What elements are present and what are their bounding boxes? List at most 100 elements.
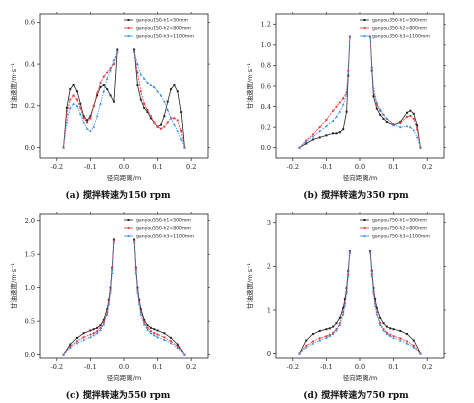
data-point <box>92 328 95 331</box>
data-point <box>416 128 419 131</box>
data-point <box>385 121 388 123</box>
y-tick-label: 0.0 <box>25 351 35 359</box>
data-point <box>136 290 139 294</box>
data-point <box>95 331 99 335</box>
data-point <box>146 108 149 112</box>
data-point <box>112 58 116 61</box>
series-line-left <box>299 36 351 148</box>
data-point <box>375 306 378 309</box>
legend-marker <box>127 219 130 221</box>
data-point <box>419 352 422 355</box>
y-axis-label: 甘油速度/m·s⁻¹ <box>245 63 254 109</box>
data-point <box>298 352 301 355</box>
data-point <box>146 326 149 329</box>
data-point <box>379 113 382 116</box>
data-point <box>85 121 89 124</box>
data-point <box>139 313 143 316</box>
data-point <box>318 129 321 133</box>
data-point <box>82 121 85 124</box>
data-point <box>311 342 315 345</box>
data-point <box>139 73 143 76</box>
data-point <box>75 104 79 107</box>
data-point <box>102 75 105 78</box>
data-point <box>75 90 78 93</box>
data-point <box>318 339 321 342</box>
data-point <box>385 332 389 335</box>
data-point <box>89 129 92 132</box>
data-point <box>419 146 422 149</box>
legend-marker <box>363 226 366 230</box>
legend-label: ganyou350-h3=1100mm <box>372 34 430 40</box>
y-axis-label: 甘油速度/m·s⁻¹ <box>9 63 18 109</box>
data-point <box>375 312 379 316</box>
data-point <box>116 48 119 51</box>
series-line-right <box>369 251 421 354</box>
legend-marker <box>363 234 366 237</box>
data-point <box>110 271 114 274</box>
data-point <box>399 329 402 332</box>
legend-marker <box>363 26 366 30</box>
series-h1 <box>298 35 422 149</box>
data-point <box>79 112 82 116</box>
data-point <box>79 106 82 110</box>
data-point <box>89 117 92 120</box>
data-point <box>149 331 153 335</box>
data-point <box>318 126 321 129</box>
data-point <box>180 111 183 114</box>
chart-panel-a: -0.2 -0.1 0.0 0.1 0.2 0.0 0.2 0.4 0.6 径向距离/m 甘油速度/… <box>9 12 210 201</box>
data-point <box>89 335 92 339</box>
data-point <box>399 121 402 125</box>
series-line-left <box>63 242 115 355</box>
data-point <box>139 308 142 311</box>
data-point <box>311 340 315 343</box>
data-point <box>149 83 153 86</box>
data-point <box>405 342 409 345</box>
data-point <box>146 81 149 84</box>
x-tick-label: 0.0 <box>119 363 129 371</box>
data-point <box>325 124 328 128</box>
x-tick-label: -0.1 <box>320 363 333 371</box>
data-point <box>62 146 65 149</box>
x-tick-label: 0.1 <box>388 163 398 171</box>
data-point <box>69 88 72 91</box>
legend-label: ganyou550-h2=800mm <box>136 226 191 232</box>
data-point <box>106 88 109 91</box>
data-point <box>405 124 409 128</box>
data-point <box>416 124 419 127</box>
y-tick-label: 0.0 <box>25 144 35 152</box>
data-point <box>99 328 102 331</box>
data-point <box>345 92 348 96</box>
data-point <box>92 104 95 107</box>
data-point <box>375 107 378 110</box>
y-tick-label: 1.0 <box>261 41 271 49</box>
data-point <box>412 112 415 115</box>
data-point <box>328 334 332 338</box>
data-point <box>409 125 412 129</box>
data-point <box>156 335 159 339</box>
data-point <box>136 83 139 86</box>
data-point <box>304 346 308 349</box>
data-point <box>311 133 315 136</box>
data-point <box>332 325 335 328</box>
data-point <box>99 102 102 105</box>
legend-marker <box>127 34 130 37</box>
panel-caption: (a) 搅拌转速为150 rpm <box>66 189 171 201</box>
data-point <box>133 48 136 51</box>
legend-marker <box>363 34 366 37</box>
data-point <box>86 119 89 122</box>
data-point <box>159 123 162 126</box>
data-point <box>382 322 385 325</box>
x-tick-label: 0.0 <box>119 163 129 171</box>
data-point <box>368 35 372 38</box>
series-h3 <box>62 50 186 149</box>
series-line-right <box>133 242 185 355</box>
y-tick-label: 0.2 <box>261 123 271 131</box>
data-point <box>143 106 146 109</box>
data-point <box>106 71 109 74</box>
series-line-left <box>63 51 118 148</box>
series-h2 <box>298 250 422 355</box>
legend-marker <box>127 26 130 30</box>
panel-caption: (c) 搅拌转速为550 rpm <box>66 389 171 401</box>
data-point <box>134 271 138 274</box>
x-tick-label: -0.1 <box>84 163 97 171</box>
